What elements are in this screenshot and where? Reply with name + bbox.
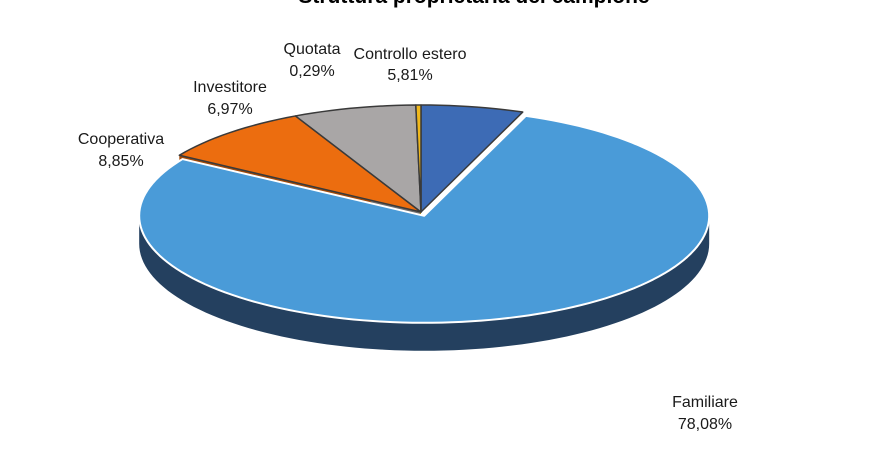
chart-title: Struttura proprietaria del campione — [298, 0, 649, 8]
slice-value-investitore: 6,97% — [207, 101, 252, 118]
slice-label-familiare: Familiare — [672, 394, 738, 411]
pie-side-familiare — [139, 215, 710, 351]
slice-value-cooperativa: 8,85% — [98, 153, 143, 170]
pie-slice-cooperativa — [178, 115, 422, 213]
pie-slices — [138, 104, 711, 324]
slice-value-familiare: 78,08% — [678, 416, 732, 433]
pie-slice-familiare — [138, 114, 711, 324]
pie-slice-quotata — [415, 104, 422, 213]
slice-value-quotata: 0,29% — [289, 63, 334, 80]
pie-slice-controllo-estero — [420, 104, 524, 213]
slice-value-controllo-estero: 5,81% — [387, 67, 432, 84]
pie-slice-investitore — [294, 104, 422, 213]
slice-label-investitore: Investitore — [193, 79, 267, 96]
slice-label-cooperativa: Cooperativa — [78, 131, 164, 148]
slice-label-quotata: Quotata — [284, 41, 341, 58]
slice-label-controllo-estero: Controllo estero — [354, 46, 467, 63]
